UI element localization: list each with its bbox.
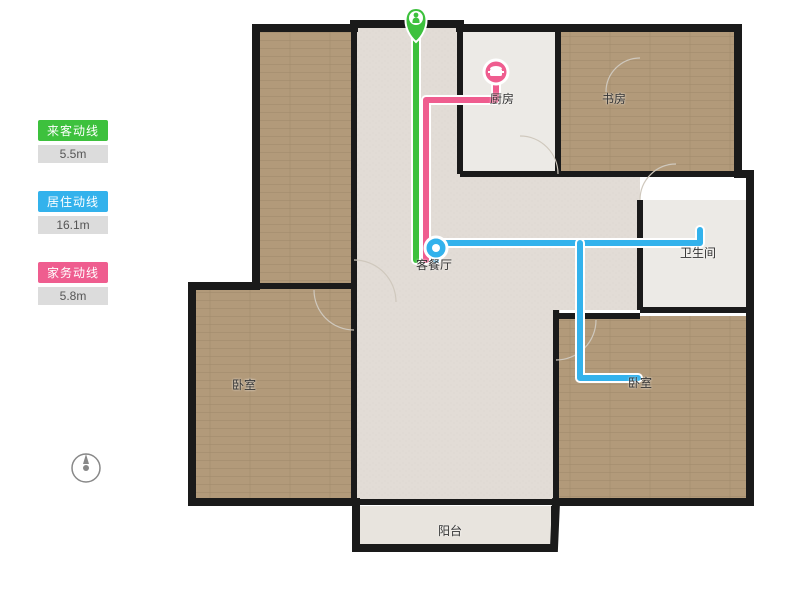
label-bath: 卫生间: [680, 244, 716, 261]
label-bedroom2: 卧室: [628, 374, 652, 391]
label-bedroom1: 卧室: [232, 376, 256, 393]
label-living: 客餐厅: [416, 256, 452, 273]
marker-chore-icon: [484, 60, 508, 84]
label-study: 书房: [602, 90, 626, 107]
floorplan: [0, 0, 800, 600]
label-kitchen: 厨房: [490, 90, 514, 107]
label-balcony: 阳台: [438, 522, 462, 539]
